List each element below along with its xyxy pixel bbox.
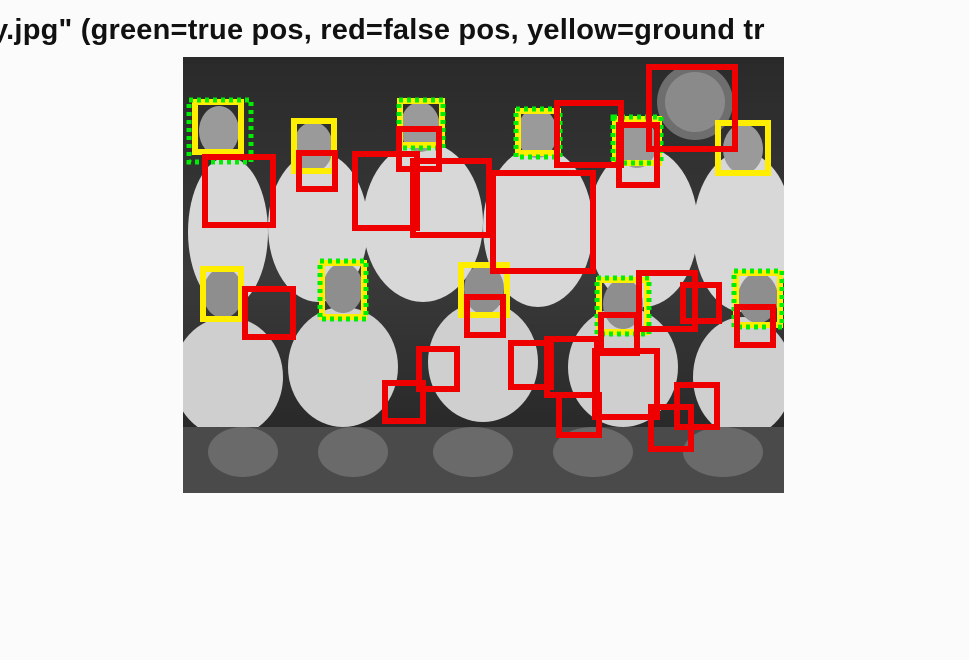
ground-truth-box <box>192 99 244 155</box>
false-positive-box <box>352 151 420 231</box>
true-positive-box <box>731 268 784 330</box>
true-positive-box <box>610 114 664 166</box>
false-positive-box <box>416 346 460 392</box>
false-positive-box <box>508 340 554 390</box>
false-positive-box <box>646 64 738 152</box>
back-row-heads <box>199 102 763 174</box>
false-positive-box <box>592 348 660 420</box>
false-positive-box <box>202 154 276 228</box>
false-positive-box <box>382 380 426 424</box>
false-positive-box <box>410 158 492 238</box>
back-row-players <box>188 142 784 312</box>
true-positive-box <box>594 275 652 337</box>
false-positive-box <box>296 150 338 192</box>
false-positive-box <box>242 286 296 340</box>
true-positive-box <box>317 258 369 322</box>
ground-truth-box <box>458 262 510 318</box>
ground-truth-box <box>200 266 244 322</box>
ground-truth-box <box>291 118 337 174</box>
true-positive-boxes <box>186 97 784 337</box>
false-positive-box <box>734 304 776 348</box>
false-positive-box <box>396 126 442 172</box>
team-photo <box>183 57 784 493</box>
false-positive-box <box>674 382 720 430</box>
false-positive-box <box>616 122 660 188</box>
false-positive-box <box>636 270 698 332</box>
photo-canvas <box>183 57 784 493</box>
false-positive-box <box>556 392 602 438</box>
false-positive-boxes <box>202 64 776 452</box>
figure-title: y.jpg" (green=true pos, red=false pos, y… <box>0 14 765 46</box>
true-positive-box <box>186 97 254 165</box>
false-positive-box <box>490 170 596 274</box>
figure-title-container: y.jpg" (green=true pos, red=false pos, y… <box>0 14 969 54</box>
false-positive-box <box>680 282 722 324</box>
true-positive-box <box>396 97 446 151</box>
false-positive-box <box>464 294 506 338</box>
